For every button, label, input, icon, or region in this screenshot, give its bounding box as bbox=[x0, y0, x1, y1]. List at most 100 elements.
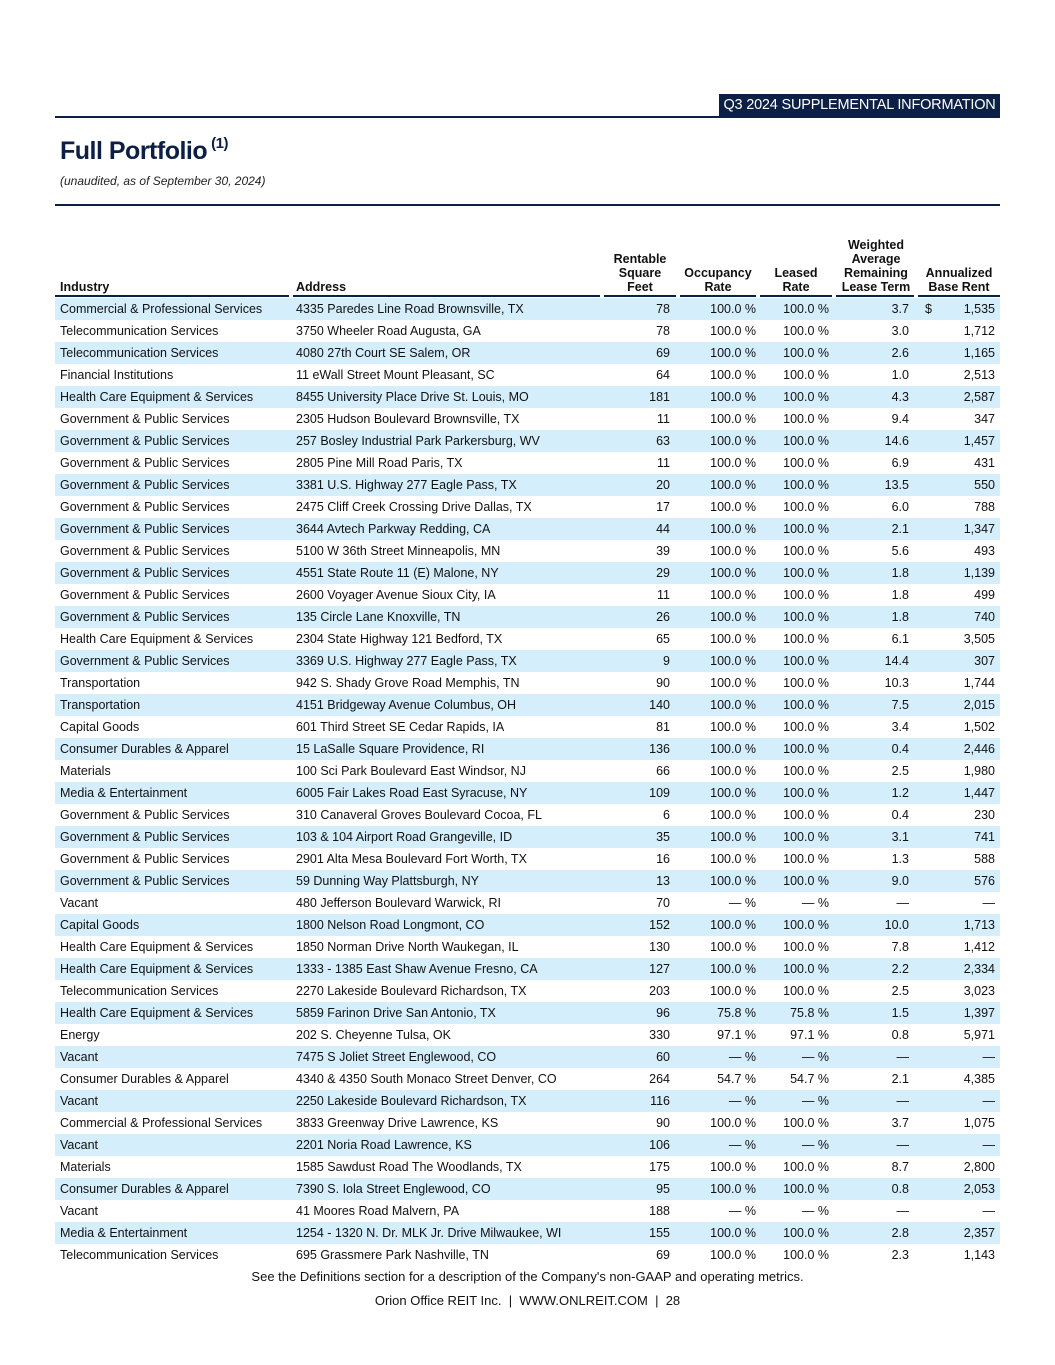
cell-term: 3.7 bbox=[891, 302, 909, 316]
cell-sqft: 155 bbox=[649, 1226, 670, 1240]
cell-sqft: 64 bbox=[656, 368, 670, 382]
cell-term: 9.4 bbox=[891, 412, 909, 426]
cell-occupancy: 100.0 % bbox=[710, 830, 756, 844]
footnote: See the Definitions section for a descri… bbox=[251, 1269, 804, 1284]
cell-term: 10.0 bbox=[884, 918, 909, 932]
cell-sqft: 66 bbox=[656, 764, 670, 778]
cell-leased: 100.0 % bbox=[783, 698, 829, 712]
cell-sqft: 20 bbox=[656, 478, 670, 492]
cell-rent: 1,397 bbox=[963, 1006, 995, 1020]
table-row: Government & Public Services 2475 Cliff C… bbox=[55, 496, 1000, 518]
cell-term: 2.8 bbox=[891, 1226, 909, 1240]
cell-address: 1254 - 1320 N. Dr. MLK Jr. Drive Milwauk… bbox=[296, 1226, 562, 1240]
table-row: Media & Entertainment 1254 - 1320 N. Dr. … bbox=[55, 1222, 1000, 1244]
cell-term: 1.8 bbox=[891, 610, 909, 624]
cell-occupancy: 100.0 % bbox=[710, 742, 756, 756]
cell-occupancy: 100.0 % bbox=[710, 808, 756, 822]
cell-industry: Capital Goods bbox=[60, 918, 140, 932]
cell-rent: 2,015 bbox=[963, 698, 995, 712]
cell-sqft: 13 bbox=[656, 874, 670, 888]
cell-leased: 100.0 % bbox=[783, 566, 829, 580]
cell-occupancy: — % bbox=[728, 1138, 756, 1152]
cell-address: 601 Third Street SE Cedar Rapids, IA bbox=[296, 720, 505, 734]
cell-term: 0.4 bbox=[891, 742, 909, 756]
cell-rent: 2,800 bbox=[963, 1160, 995, 1174]
cell-address: 3369 U.S. Highway 277 Eagle Pass, TX bbox=[296, 654, 517, 668]
cell-rent: 1,447 bbox=[963, 786, 995, 800]
cell-occupancy: 100.0 % bbox=[710, 940, 756, 954]
cell-leased: 75.8 % bbox=[790, 1006, 829, 1020]
cell-leased: 100.0 % bbox=[783, 940, 829, 954]
cell-occupancy: 100.0 % bbox=[710, 874, 756, 888]
title-text: Full Portfolio bbox=[60, 137, 208, 165]
cell-sqft: 69 bbox=[656, 346, 670, 360]
cell-address: 6005 Fair Lakes Road East Syracuse, NY bbox=[296, 786, 528, 800]
cell-rent: 1,744 bbox=[963, 676, 995, 690]
cell-rent: 4,385 bbox=[963, 1072, 995, 1086]
cell-rent: — bbox=[982, 1138, 996, 1152]
cell-occupancy: 100.0 % bbox=[710, 478, 756, 492]
cell-rent: 3,023 bbox=[963, 984, 995, 998]
cell-sqft: 175 bbox=[649, 1160, 670, 1174]
cell-occupancy: 100.0 % bbox=[710, 1116, 756, 1130]
cell-leased: — % bbox=[801, 1204, 829, 1218]
cell-sqft: 264 bbox=[649, 1072, 670, 1086]
cell-occupancy: — % bbox=[728, 1204, 756, 1218]
cell-rent: 493 bbox=[974, 544, 995, 558]
cell-leased: 100.0 % bbox=[783, 786, 829, 800]
table-row: Telecommunication Services 695 Grassmere … bbox=[55, 1244, 1000, 1266]
cell-rent: — bbox=[982, 1094, 996, 1108]
cell-occupancy: 100.0 % bbox=[710, 566, 756, 580]
column-underline bbox=[680, 295, 756, 297]
cell-occupancy: 54.7 % bbox=[717, 1072, 756, 1086]
cell-sqft: 136 bbox=[649, 742, 670, 756]
cell-sqft: 78 bbox=[656, 302, 670, 316]
column-header-rent: Annualized Base Rent bbox=[925, 266, 993, 294]
cell-sqft: 109 bbox=[649, 786, 670, 800]
table-row: Consumer Durables & Apparel 7390 S. Iola … bbox=[55, 1178, 1000, 1200]
cell-term: 0.4 bbox=[891, 808, 909, 822]
cell-industry: Government & Public Services bbox=[60, 610, 230, 624]
cell-industry: Government & Public Services bbox=[60, 500, 230, 514]
cell-occupancy: 100.0 % bbox=[710, 676, 756, 690]
cell-leased: 100.0 % bbox=[783, 1182, 829, 1196]
cell-rent: 431 bbox=[974, 456, 995, 470]
column-header-address: Address bbox=[296, 280, 347, 294]
cell-sqft: 106 bbox=[649, 1138, 670, 1152]
cell-industry: Government & Public Services bbox=[60, 544, 230, 558]
cell-term: 3.7 bbox=[891, 1116, 909, 1130]
cell-sqft: 65 bbox=[656, 632, 670, 646]
cell-industry: Financial Institutions bbox=[60, 368, 174, 382]
table-row: Commercial & Professional Services 4335 P… bbox=[55, 298, 1000, 320]
cell-term: — bbox=[896, 1204, 910, 1218]
cell-term: 5.6 bbox=[891, 544, 909, 558]
cell-rent: 1,980 bbox=[963, 764, 995, 778]
table-row: Government & Public Services 5100 W 36th … bbox=[55, 540, 1000, 562]
cell-industry: Health Care Equipment & Services bbox=[60, 632, 254, 646]
table-row: Government & Public Services 2305 Hudson … bbox=[55, 408, 1000, 430]
cell-address: 257 Bosley Industrial Park Parkersburg, … bbox=[296, 434, 540, 448]
cell-term: 2.2 bbox=[891, 962, 909, 976]
cell-leased: 100.0 % bbox=[783, 742, 829, 756]
cell-industry: Telecommunication Services bbox=[60, 324, 219, 338]
cell-leased: 100.0 % bbox=[783, 830, 829, 844]
cell-address: 1333 - 1385 East Shaw Avenue Fresno, CA bbox=[296, 962, 538, 976]
cell-rent: 1,412 bbox=[963, 940, 995, 954]
cell-occupancy: 100.0 % bbox=[710, 698, 756, 712]
cell-term: 1.8 bbox=[891, 566, 909, 580]
cell-industry: Government & Public Services bbox=[60, 588, 230, 602]
cell-rent: 550 bbox=[974, 478, 995, 492]
table-row: Commercial & Professional Services 3833 G… bbox=[55, 1112, 1000, 1134]
cell-address: 2250 Lakeside Boulevard Richardson, TX bbox=[296, 1094, 527, 1108]
cell-term: 8.7 bbox=[891, 1160, 909, 1174]
cell-occupancy: 100.0 % bbox=[710, 390, 756, 404]
cell-rent: — bbox=[982, 896, 996, 910]
cell-industry: Health Care Equipment & Services bbox=[60, 962, 254, 976]
cell-term: 2.5 bbox=[891, 984, 909, 998]
cell-industry: Government & Public Services bbox=[60, 808, 230, 822]
cell-leased: — % bbox=[801, 1094, 829, 1108]
cell-rent: 1,502 bbox=[963, 720, 995, 734]
cell-occupancy: 100.0 % bbox=[710, 368, 756, 382]
cell-industry: Government & Public Services bbox=[60, 566, 230, 580]
cell-term: 2.1 bbox=[891, 522, 909, 536]
